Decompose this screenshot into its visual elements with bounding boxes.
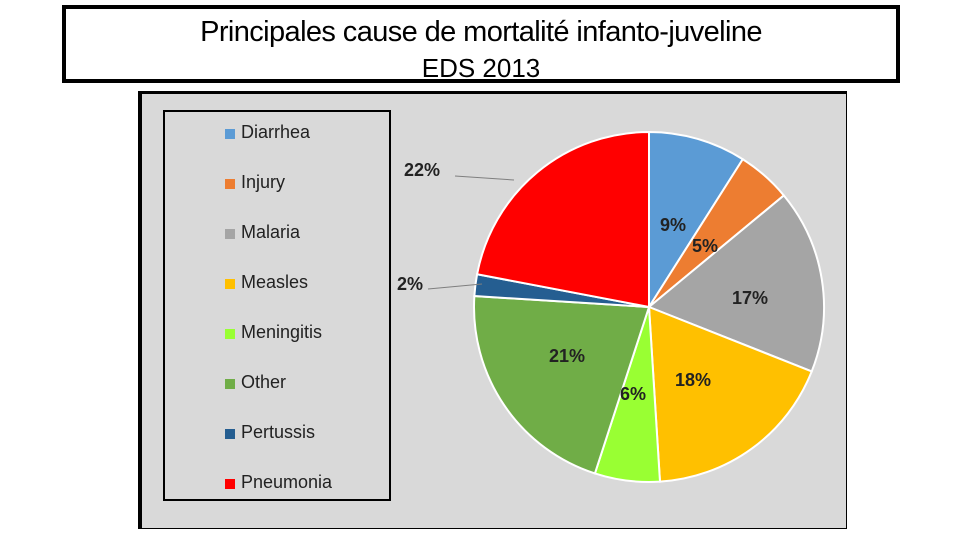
chart-subtitle: EDS 2013: [421, 53, 541, 83]
legend-swatch: [225, 129, 235, 139]
data-label-measles: 18%: [675, 370, 711, 390]
legend-label: Diarrhea: [241, 122, 311, 142]
legend-swatch: [225, 429, 235, 439]
leader-line-pneumonia: [454, 175, 515, 181]
chart-area: 9% 5% 17% 18% 6% 21% 2% 22% Diarrhea Injury Malar…: [138, 91, 847, 529]
legend-swatch: [225, 379, 235, 389]
data-label-injury: 5%: [692, 236, 718, 256]
legend-label: Malaria: [241, 222, 301, 242]
legend-label: Other: [241, 372, 287, 392]
legend-swatch: [225, 329, 235, 339]
leader-line-pertussis: [427, 283, 483, 290]
title-box: Principales cause de mortalité infanto-j…: [62, 5, 900, 83]
legend-swatch: [225, 179, 235, 189]
chart-title: Principales cause de mortalité infanto-j…: [200, 16, 762, 48]
pie-slice-malaria: [647, 194, 825, 373]
data-label-meningitis: 6%: [620, 384, 646, 404]
legend-swatch: [225, 279, 235, 289]
legend-swatch: [225, 479, 235, 489]
legend-label: Injury: [241, 172, 286, 192]
legend-label: Pertussis: [241, 422, 316, 442]
data-label-diarrhea: 9%: [660, 215, 686, 235]
data-label-pneumonia: 22%: [404, 160, 440, 180]
data-label-other: 21%: [549, 346, 585, 366]
legend-label: Pneumonia: [241, 472, 333, 492]
legend-label: Meningitis: [241, 322, 323, 342]
pie-slice-diarrhea: [648, 130, 745, 311]
legend-label: Measles: [241, 272, 309, 292]
pie-slice-measles: [647, 305, 814, 483]
data-label-malaria: 17%: [732, 288, 768, 308]
pie-slice-pneumonia: [475, 130, 650, 309]
pie-slice-other: [473, 294, 651, 475]
chart-legend: Diarrhea Injury Malaria Measles Meningitis Ot…: [163, 110, 391, 501]
pie-chart: 9% 5% 17% 18% 6% 21% 2% 22%: [397, 130, 825, 483]
data-label-pertussis: 2%: [397, 274, 423, 294]
legend-swatch: [225, 229, 235, 239]
